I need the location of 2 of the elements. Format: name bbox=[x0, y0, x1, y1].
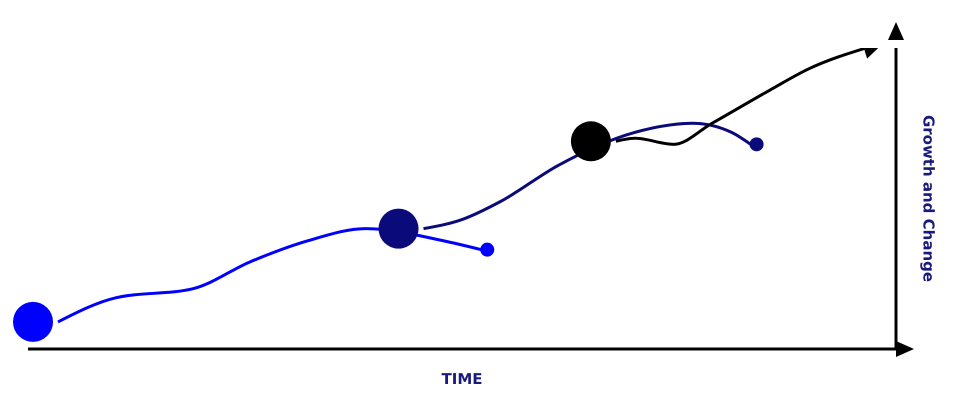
y-axis-title: Growth and Change bbox=[920, 114, 938, 282]
x-axis-title: TIME bbox=[442, 370, 482, 388]
